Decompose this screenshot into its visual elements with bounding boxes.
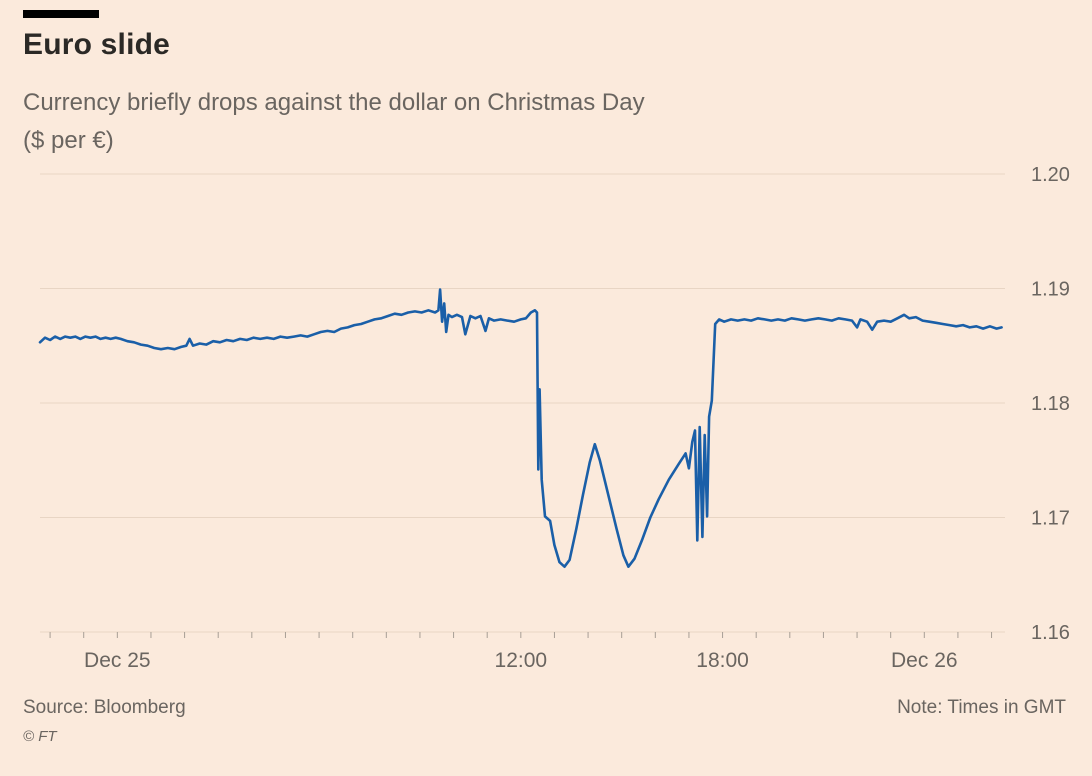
- chart-subtitle-text: Currency briefly drops against the dolla…: [23, 89, 645, 116]
- x-axis-label: 12:00: [495, 649, 548, 672]
- x-axis-label: Dec 26: [891, 649, 958, 672]
- chart-unit-label: ($ per €): [23, 127, 114, 154]
- source-label: Source: Bloomberg: [23, 697, 186, 718]
- ft-copyright: © FT: [23, 728, 57, 745]
- y-tick-label: 1.17: [1031, 508, 1070, 530]
- x-axis-label: Dec 25: [84, 649, 151, 672]
- y-tick-label: 1.18: [1031, 393, 1070, 415]
- y-tick-label: 1.16: [1031, 622, 1070, 644]
- y-tick-label: 1.19: [1031, 279, 1070, 301]
- chart-title: Euro slide: [23, 28, 171, 61]
- x-axis-label: 18:00: [696, 649, 749, 672]
- price-line: [38, 288, 1003, 568]
- note-label: Note: Times in GMT: [897, 697, 1066, 718]
- title-rule: [23, 10, 99, 18]
- chart-subtitle: Currency briefly drops against the dolla…: [23, 84, 645, 160]
- y-tick-label: 1.20: [1031, 164, 1070, 186]
